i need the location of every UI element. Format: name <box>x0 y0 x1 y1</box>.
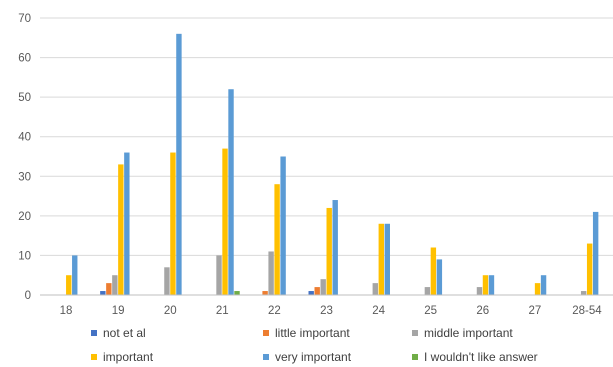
y-tick-label: 70 <box>18 13 31 25</box>
legend-label: very important <box>275 350 352 364</box>
bar <box>592 211 599 295</box>
x-tick-label: 19 <box>112 305 125 317</box>
bar <box>488 275 495 295</box>
x-tick-label: 26 <box>476 305 489 317</box>
legend-swatch <box>91 354 97 360</box>
bar <box>476 287 483 295</box>
legend-swatch <box>91 330 97 336</box>
bar <box>100 291 106 295</box>
x-tick-label: 25 <box>424 305 437 317</box>
bar <box>332 200 338 295</box>
bar <box>580 291 587 295</box>
bar <box>430 247 437 295</box>
legend-label: I wouldn't like answer <box>424 350 538 364</box>
y-tick-label: 60 <box>18 53 31 65</box>
x-tick-label: 21 <box>216 305 229 317</box>
legend-item: very important <box>263 350 351 364</box>
bar <box>274 184 280 295</box>
bar <box>384 223 390 295</box>
x-tick-label: 20 <box>164 305 177 317</box>
bar <box>436 259 443 295</box>
legend-item: little important <box>263 326 350 340</box>
y-tick-label: 0 <box>25 290 31 302</box>
bar <box>222 148 228 295</box>
x-tick-label: 27 <box>528 305 541 317</box>
legend-item: not et al <box>91 326 146 340</box>
gridlines <box>40 17 613 256</box>
bar <box>280 156 286 295</box>
bar <box>320 279 326 295</box>
legend-swatch <box>412 330 418 336</box>
y-tick-label: 50 <box>18 92 31 104</box>
bar <box>268 251 274 295</box>
legend-item: important <box>91 350 153 364</box>
legend-item: middle important <box>412 326 513 340</box>
bar <box>118 164 124 295</box>
legend-item: I wouldn't like answer <box>412 350 538 364</box>
bar <box>534 283 541 295</box>
legend-swatch <box>263 354 269 360</box>
bar <box>72 255 78 295</box>
bar <box>124 152 130 295</box>
bar <box>424 287 431 295</box>
x-tick-label: 24 <box>372 305 385 317</box>
y-tick-label: 30 <box>18 171 31 183</box>
y-tick-label: 20 <box>18 211 31 223</box>
bar <box>112 275 118 295</box>
y-axis-tick-labels: 0 10 20 30 40 50 60 70 <box>18 13 31 302</box>
bar <box>314 287 320 295</box>
bar <box>372 283 378 295</box>
bar <box>308 291 314 295</box>
x-tick-label: 23 <box>320 305 333 317</box>
x-tick-label: 18 <box>60 305 73 317</box>
legend-label: not et al <box>103 326 146 340</box>
legend-swatch <box>263 330 269 336</box>
bar <box>216 255 222 295</box>
bar <box>170 152 176 295</box>
x-tick-label: 28-54 <box>572 305 602 317</box>
legend-label: little important <box>275 326 350 340</box>
bar <box>482 275 489 295</box>
legend-swatch <box>412 354 418 360</box>
bar <box>234 291 240 295</box>
bar <box>586 243 593 295</box>
bar <box>106 283 112 295</box>
bar <box>540 275 547 295</box>
y-tick-label: 40 <box>18 132 31 144</box>
bar <box>326 207 332 295</box>
legend-label: important <box>103 350 154 364</box>
bar <box>176 33 182 295</box>
bar <box>164 267 170 295</box>
bar-chart: 0 10 20 30 40 50 60 70 18 19 20 21 22 23 24 25 26 27 28-5… <box>18 13 613 317</box>
bar <box>228 89 234 295</box>
bar <box>378 223 384 295</box>
x-tick-label: 22 <box>268 305 281 317</box>
bars <box>66 33 599 295</box>
y-tick-label: 10 <box>18 250 31 262</box>
bar <box>66 275 72 295</box>
legend-label: middle important <box>424 326 513 340</box>
bar <box>262 291 268 295</box>
x-axis-tick-labels: 18 19 20 21 22 23 24 25 26 27 28-54 <box>60 305 603 317</box>
